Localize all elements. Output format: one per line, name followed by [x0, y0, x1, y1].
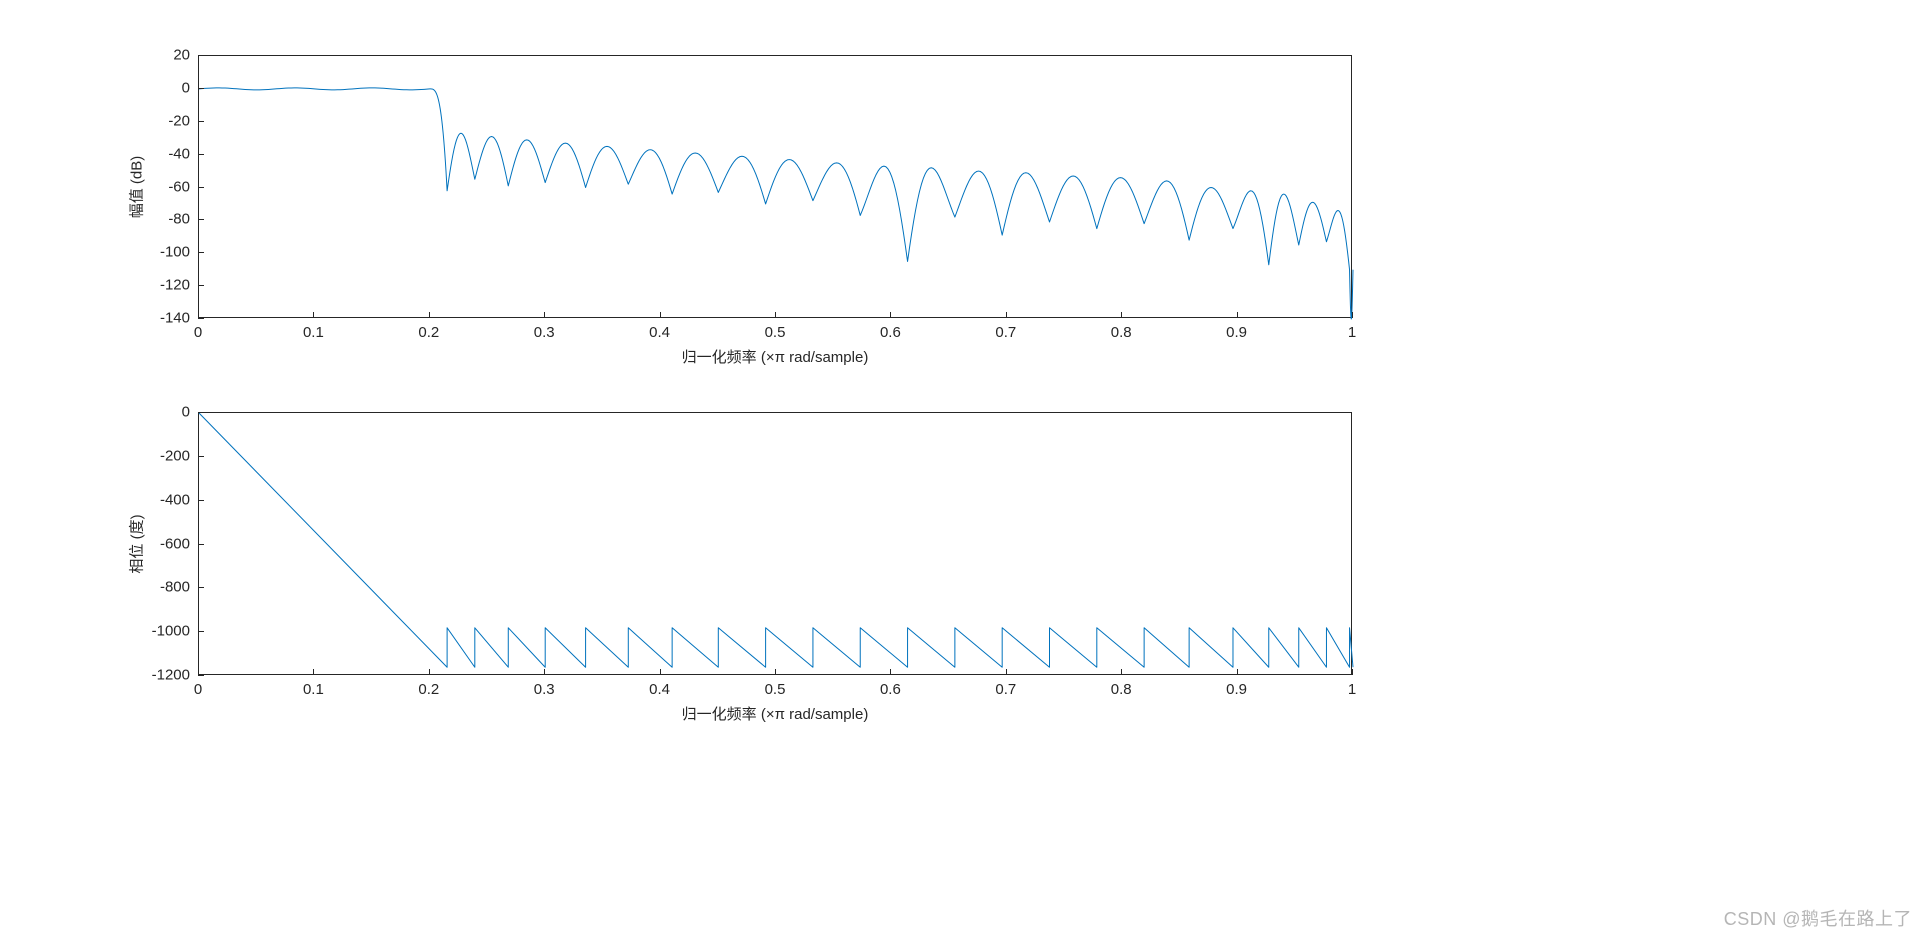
ytick — [198, 154, 204, 155]
ytick — [198, 219, 204, 220]
xtick — [890, 312, 891, 318]
ytick-label: 0 — [182, 404, 190, 421]
xtick — [313, 312, 314, 318]
ytick-label: 20 — [173, 47, 190, 64]
ytick-label: -40 — [168, 145, 190, 162]
ytick-label: -120 — [160, 277, 190, 294]
figure: 幅值 (dB) 归一化频率 (×π rad/sample) 相位 (度) 归一化… — [0, 0, 1920, 937]
ytick-label: 0 — [182, 79, 190, 96]
xtick-label: 0.6 — [880, 324, 901, 341]
ytick — [198, 675, 204, 676]
xtick — [775, 669, 776, 675]
xtick — [1006, 669, 1007, 675]
xtick-label: 0.3 — [534, 681, 555, 698]
xtick-label: 0.4 — [649, 681, 670, 698]
xtick — [1006, 312, 1007, 318]
ytick — [198, 456, 204, 457]
magnitude-xlabel: 归一化频率 (×π rad/sample) — [682, 346, 869, 367]
xtick — [1121, 312, 1122, 318]
ytick — [198, 544, 204, 545]
xtick-label: 1 — [1348, 681, 1356, 698]
xtick — [1352, 669, 1353, 675]
ytick — [198, 187, 204, 188]
ytick-label: -140 — [160, 310, 190, 327]
ytick — [198, 318, 204, 319]
xtick — [660, 312, 661, 318]
ytick — [198, 285, 204, 286]
ytick-label: -60 — [168, 178, 190, 195]
ytick — [198, 412, 204, 413]
xtick — [1352, 312, 1353, 318]
ytick-label: -1200 — [152, 667, 190, 684]
xtick — [429, 669, 430, 675]
ytick-label: -1000 — [152, 623, 190, 640]
xtick — [1121, 669, 1122, 675]
ytick-label: -20 — [168, 112, 190, 129]
ytick — [198, 500, 204, 501]
xtick-label: 0.9 — [1226, 324, 1247, 341]
ytick — [198, 55, 204, 56]
xtick-label: 0.8 — [1111, 324, 1132, 341]
ytick — [198, 88, 204, 89]
xtick-label: 0 — [194, 681, 202, 698]
ytick — [198, 121, 204, 122]
xtick — [544, 669, 545, 675]
xtick-label: 0.8 — [1111, 681, 1132, 698]
xtick-label: 0.6 — [880, 681, 901, 698]
xtick — [660, 669, 661, 675]
xtick-label: 0.1 — [303, 324, 324, 341]
xtick — [429, 312, 430, 318]
magnitude-plot — [199, 56, 1353, 319]
ytick-label: -800 — [160, 579, 190, 596]
xtick — [1237, 669, 1238, 675]
ytick — [198, 252, 204, 253]
phase-plot — [199, 413, 1353, 676]
ytick-label: -600 — [160, 535, 190, 552]
xtick-label: 0.9 — [1226, 681, 1247, 698]
xtick — [544, 312, 545, 318]
phase-xlabel: 归一化频率 (×π rad/sample) — [682, 703, 869, 724]
ytick-label: -400 — [160, 491, 190, 508]
xtick-label: 0.1 — [303, 681, 324, 698]
ytick-label: -80 — [168, 211, 190, 228]
xtick-label: 0.2 — [418, 324, 439, 341]
xtick-label: 0.2 — [418, 681, 439, 698]
xtick — [1237, 312, 1238, 318]
xtick-label: 0.5 — [765, 681, 786, 698]
phase-axes — [198, 412, 1352, 675]
xtick — [775, 312, 776, 318]
xtick-label: 0.7 — [995, 681, 1016, 698]
xtick-label: 0.7 — [995, 324, 1016, 341]
xtick-label: 0 — [194, 324, 202, 341]
watermark-text: CSDN @鹅毛在路上了 — [1724, 905, 1912, 931]
xtick-label: 0.3 — [534, 324, 555, 341]
xtick-label: 0.5 — [765, 324, 786, 341]
xtick — [890, 669, 891, 675]
magnitude-axes — [198, 55, 1352, 318]
xtick — [313, 669, 314, 675]
phase-ylabel: 相位 (度) — [126, 514, 147, 573]
ytick — [198, 587, 204, 588]
magnitude-ylabel: 幅值 (dB) — [126, 155, 147, 218]
ytick — [198, 631, 204, 632]
ytick-label: -100 — [160, 244, 190, 261]
phase-line — [199, 413, 1353, 667]
ytick-label: -200 — [160, 447, 190, 464]
magnitude-line — [199, 88, 1353, 319]
xtick-label: 1 — [1348, 324, 1356, 341]
xtick-label: 0.4 — [649, 324, 670, 341]
